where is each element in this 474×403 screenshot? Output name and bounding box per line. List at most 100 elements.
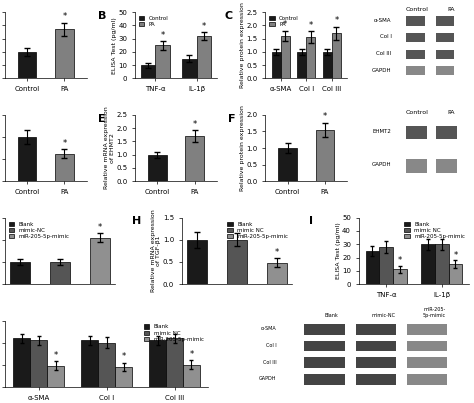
Bar: [435, 244, 448, 284]
Text: I: I: [309, 216, 313, 226]
Text: Blank: Blank: [325, 313, 338, 318]
Bar: [149, 341, 166, 387]
Bar: [406, 66, 425, 75]
Legend: Blank, mimic NC, miR-205-5p-mimic: Blank, mimic NC, miR-205-5p-mimic: [226, 220, 290, 240]
Y-axis label: Relative protein expression: Relative protein expression: [240, 2, 245, 88]
Text: *: *: [190, 350, 193, 359]
Bar: [436, 33, 455, 42]
Bar: [436, 159, 456, 172]
Text: *: *: [323, 112, 327, 121]
Bar: [183, 365, 200, 387]
Text: PA: PA: [447, 7, 455, 12]
Bar: [379, 247, 393, 284]
Bar: [306, 37, 315, 79]
Text: B: B: [98, 11, 106, 21]
Bar: [356, 341, 396, 351]
Text: EHMT2: EHMT2: [373, 129, 392, 134]
Text: *: *: [98, 223, 102, 232]
Text: mimic-NC: mimic-NC: [371, 313, 395, 318]
Text: *: *: [453, 251, 457, 260]
Bar: [393, 270, 407, 284]
Text: Control: Control: [406, 7, 429, 12]
Text: F: F: [228, 114, 236, 124]
Text: *: *: [283, 20, 287, 29]
Bar: [407, 374, 447, 384]
Text: *: *: [334, 17, 338, 25]
Bar: [115, 367, 132, 387]
Text: GAPDH: GAPDH: [372, 68, 392, 73]
Legend: Blank, mimic-NC, miR-205-5p-mimic: Blank, mimic-NC, miR-205-5p-mimic: [8, 220, 71, 240]
Text: E: E: [98, 114, 106, 124]
Bar: [356, 324, 396, 335]
Bar: [278, 148, 297, 181]
Bar: [166, 338, 183, 387]
Bar: [407, 324, 447, 335]
Bar: [18, 52, 36, 79]
Bar: [406, 50, 425, 59]
Bar: [155, 45, 170, 79]
Bar: [436, 126, 456, 139]
Bar: [55, 29, 74, 79]
Bar: [187, 240, 207, 284]
Bar: [304, 374, 345, 384]
Y-axis label: ELISA Test (pg/ml): ELISA Test (pg/ml): [336, 222, 341, 279]
Bar: [227, 240, 247, 284]
Text: *: *: [63, 139, 67, 148]
Bar: [304, 357, 345, 368]
Bar: [407, 341, 447, 351]
Legend: Blank, mimic NC, miR-205-5p-mimic: Blank, mimic NC, miR-205-5p-mimic: [143, 323, 206, 343]
Text: *: *: [161, 31, 165, 40]
Bar: [407, 357, 447, 368]
Text: *: *: [121, 352, 126, 361]
Legend: Blank, mimic NC, miR-205-5p-mimic: Blank, mimic NC, miR-205-5p-mimic: [403, 220, 466, 240]
Text: PA: PA: [447, 110, 455, 114]
Bar: [436, 17, 455, 26]
Bar: [323, 52, 332, 79]
Text: Col III: Col III: [263, 359, 277, 364]
Text: H: H: [132, 216, 141, 226]
Text: *: *: [54, 351, 58, 360]
Bar: [304, 324, 345, 335]
Bar: [90, 238, 110, 284]
Bar: [356, 357, 396, 368]
Bar: [47, 366, 64, 387]
Y-axis label: ELISA Test (pg/ml): ELISA Test (pg/ml): [112, 17, 117, 74]
Bar: [365, 251, 379, 284]
Text: miR-205-
5p-mimic: miR-205- 5p-mimic: [423, 307, 446, 318]
Bar: [406, 159, 427, 172]
Bar: [316, 130, 334, 181]
Bar: [436, 50, 455, 59]
Bar: [448, 264, 462, 284]
Text: *: *: [398, 256, 402, 266]
Text: C: C: [224, 11, 232, 21]
Bar: [406, 17, 425, 26]
Bar: [81, 341, 98, 387]
Text: Col I: Col I: [266, 343, 277, 348]
Y-axis label: Relative mRNA expression
of EHMT2: Relative mRNA expression of EHMT2: [104, 107, 115, 189]
Text: *: *: [309, 21, 313, 30]
Bar: [436, 66, 455, 75]
Legend: Control, PA: Control, PA: [138, 15, 170, 28]
Bar: [141, 65, 155, 79]
Text: *: *: [275, 248, 279, 257]
Text: α-SMA: α-SMA: [261, 326, 277, 331]
Bar: [304, 341, 345, 351]
Text: α-SMA: α-SMA: [374, 18, 392, 23]
Text: GAPDH: GAPDH: [372, 162, 392, 167]
Bar: [148, 155, 167, 181]
Bar: [297, 52, 306, 79]
Bar: [182, 58, 197, 79]
Bar: [267, 263, 287, 284]
Bar: [332, 33, 341, 79]
Y-axis label: Relative protein expression: Relative protein expression: [240, 105, 245, 191]
Bar: [98, 343, 115, 387]
Bar: [55, 154, 74, 181]
Legend: Control, PA: Control, PA: [268, 15, 300, 28]
Text: Control: Control: [406, 110, 429, 114]
Bar: [10, 262, 30, 284]
Text: *: *: [63, 12, 67, 21]
Bar: [18, 137, 36, 181]
Bar: [356, 374, 396, 384]
Bar: [13, 338, 30, 387]
Bar: [281, 36, 290, 79]
